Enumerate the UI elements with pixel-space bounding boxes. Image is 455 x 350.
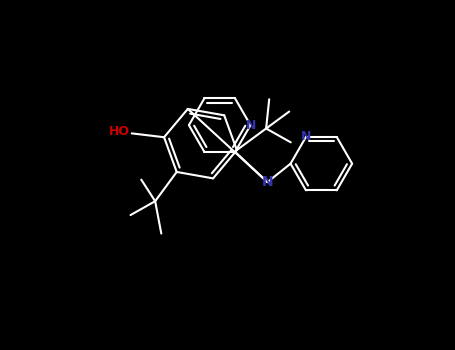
Text: N: N bbox=[246, 119, 257, 132]
Text: N: N bbox=[262, 175, 273, 189]
Text: N: N bbox=[301, 130, 311, 143]
Text: HO: HO bbox=[108, 125, 129, 138]
